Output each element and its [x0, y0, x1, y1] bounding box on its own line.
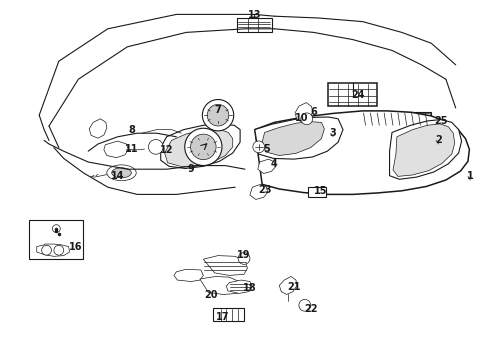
Circle shape [148, 140, 163, 154]
Bar [359, 113, 430, 125]
Text: 1: 1 [467, 171, 474, 181]
Text: 24: 24 [351, 90, 365, 100]
Circle shape [191, 134, 216, 159]
Text: 21: 21 [287, 282, 301, 292]
Text: 20: 20 [204, 290, 218, 300]
Text: 13: 13 [248, 10, 262, 20]
Polygon shape [250, 184, 268, 199]
Polygon shape [262, 122, 324, 156]
Polygon shape [295, 103, 313, 122]
Text: 3: 3 [330, 128, 337, 138]
Bar [237, 18, 272, 32]
Circle shape [202, 99, 234, 131]
Text: 8: 8 [128, 125, 135, 135]
Text: 5: 5 [264, 144, 270, 154]
Circle shape [299, 300, 311, 311]
Circle shape [207, 104, 229, 126]
Bar [358, 112, 431, 126]
Ellipse shape [107, 165, 136, 181]
Text: 4: 4 [271, 159, 278, 169]
Text: 14: 14 [111, 171, 124, 181]
Circle shape [253, 141, 265, 153]
Text: 16: 16 [69, 242, 83, 252]
Circle shape [42, 245, 51, 255]
Polygon shape [258, 159, 275, 174]
Polygon shape [279, 276, 297, 294]
Text: 11: 11 [124, 144, 138, 154]
Polygon shape [161, 124, 240, 168]
Text: 18: 18 [243, 283, 257, 293]
Polygon shape [165, 129, 233, 166]
Text: 2: 2 [435, 135, 442, 145]
Bar [308, 187, 326, 197]
Text: 6: 6 [310, 107, 317, 117]
Text: 12: 12 [160, 145, 173, 156]
Polygon shape [174, 269, 203, 282]
Text: 19: 19 [237, 250, 251, 260]
Text: 25: 25 [434, 116, 448, 126]
Polygon shape [390, 120, 462, 179]
Bar [328, 83, 377, 106]
Bar [29, 220, 83, 259]
Text: 15: 15 [314, 186, 328, 196]
Text: 22: 22 [304, 304, 318, 314]
Circle shape [185, 128, 222, 166]
Polygon shape [104, 141, 128, 158]
Polygon shape [255, 117, 343, 159]
Polygon shape [37, 244, 70, 256]
Bar [213, 308, 244, 321]
Polygon shape [200, 276, 241, 294]
Polygon shape [255, 111, 469, 194]
Text: 7: 7 [215, 105, 221, 115]
Ellipse shape [112, 168, 131, 178]
Text: 17: 17 [216, 312, 230, 322]
Polygon shape [226, 280, 252, 293]
Circle shape [52, 225, 60, 233]
Circle shape [238, 253, 250, 264]
Circle shape [301, 113, 313, 125]
Polygon shape [393, 124, 455, 176]
Polygon shape [89, 119, 107, 138]
Circle shape [54, 245, 64, 255]
Polygon shape [203, 256, 247, 275]
Text: 23: 23 [258, 185, 271, 195]
Text: 9: 9 [188, 164, 195, 174]
Text: 10: 10 [294, 113, 308, 123]
